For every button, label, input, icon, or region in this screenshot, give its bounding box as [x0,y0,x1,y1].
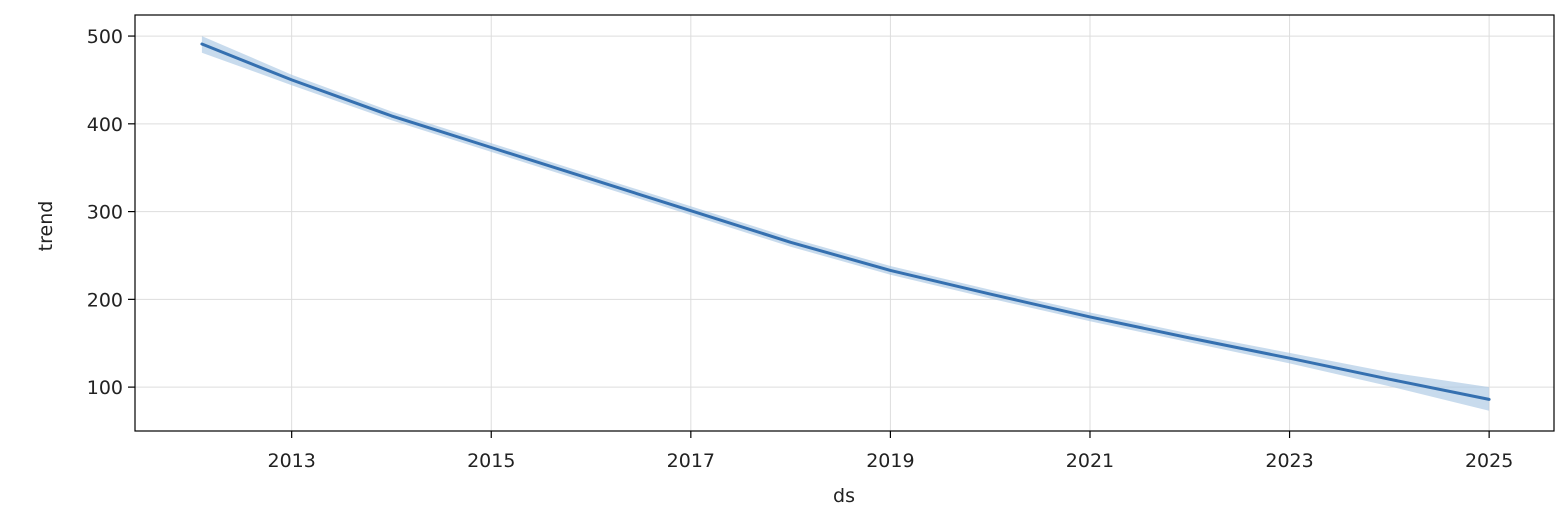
x-axis-ticks: 2013 2015 2017 2019 2021 2023 2025 [267,431,1513,472]
trend-lines [200,42,1491,401]
plot-frame [134,14,1555,432]
x-tick-label: 2023 [1265,450,1313,472]
uncertainty-band [201,36,1490,411]
y-tick-label: 300 [87,202,123,224]
grid-lines [135,15,1554,431]
y-tick-label: 200 [87,289,123,311]
x-tick-label: 2025 [1465,450,1513,472]
x-tick-label: 2013 [267,450,315,472]
y-tick-label: 400 [87,114,123,136]
y-axis-label: trend [35,201,57,252]
x-tick-label: 2015 [467,450,515,472]
y-tick-label: 100 [87,377,123,399]
y-axis-ticks: 100 200 300 400 500 [87,26,135,399]
x-tick-label: 2021 [1066,450,1114,472]
x-axis-label: ds [833,485,855,507]
x-tick-label: 2017 [667,450,715,472]
trend-line [200,42,1491,401]
uncertainty-bands [201,36,1490,411]
x-tick-label: 2019 [866,450,914,472]
y-tick-label: 500 [87,26,123,48]
